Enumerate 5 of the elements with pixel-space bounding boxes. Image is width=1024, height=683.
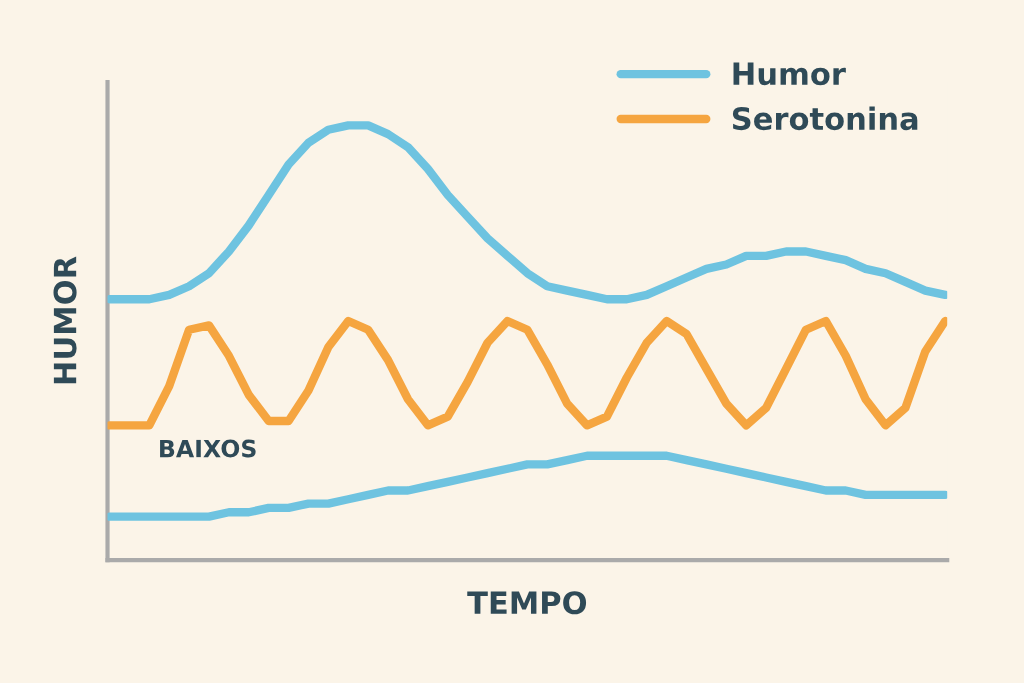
legend-label: Serotonina <box>732 106 918 131</box>
annotation: BAIXOS <box>160 439 256 458</box>
legend-label: Humor <box>733 62 846 86</box>
y-axis-title: HUMOR <box>53 256 77 384</box>
x-axis-title: TEMPO <box>467 591 587 615</box>
